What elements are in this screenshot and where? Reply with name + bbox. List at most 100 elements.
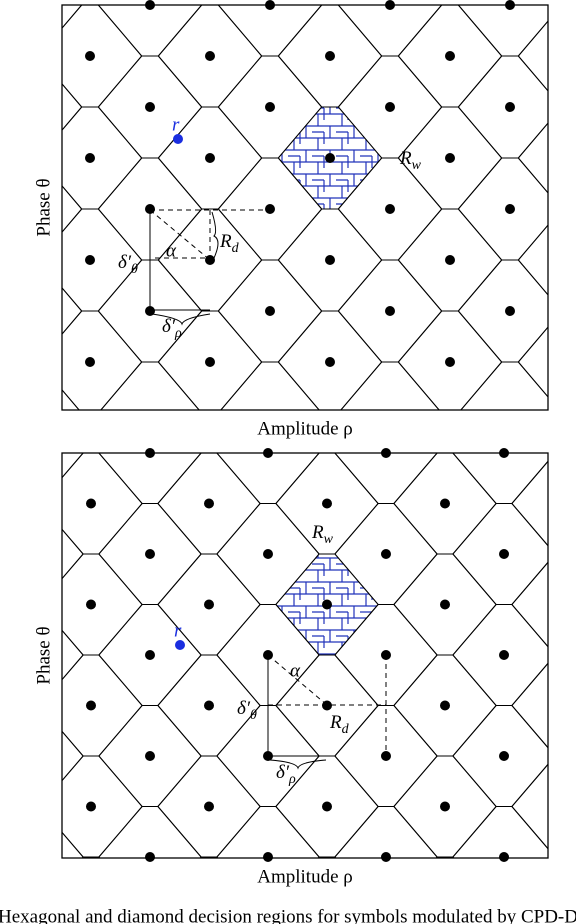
decision-cell xyxy=(62,831,84,858)
constellation-point xyxy=(385,306,395,316)
delta-rho-label: δ′ρ xyxy=(162,316,182,341)
decision-cell xyxy=(317,856,337,858)
decision-cell xyxy=(0,352,24,453)
decision-cell xyxy=(571,403,576,504)
constellation-point xyxy=(322,801,332,812)
constellation-point xyxy=(440,801,450,812)
decision-cell xyxy=(220,361,320,410)
constellation-point xyxy=(86,700,96,711)
y-axis-label: Phase θ xyxy=(33,626,54,684)
constellation-point xyxy=(145,751,155,761)
constellation-point xyxy=(385,102,395,112)
delta-theta-label-main: δ′ xyxy=(237,698,251,719)
constellation-point xyxy=(85,255,95,265)
decision-cell xyxy=(518,0,576,5)
decision-cell xyxy=(62,528,84,580)
decision-cell xyxy=(511,561,548,648)
constellation-point xyxy=(145,306,155,316)
brace xyxy=(151,313,211,326)
rd-label-sub: d xyxy=(342,722,350,737)
constellation-point xyxy=(322,599,332,610)
constellation-point xyxy=(265,102,275,112)
constellation-point xyxy=(85,51,95,61)
rw-label: Rw xyxy=(311,522,334,547)
decision-cell xyxy=(517,326,548,398)
constellation-point xyxy=(204,599,214,610)
decision-cell xyxy=(100,361,200,410)
rw-label-sub: w xyxy=(324,532,334,547)
cells xyxy=(0,352,576,858)
decision-cell xyxy=(81,856,101,858)
decision-cell xyxy=(435,856,455,858)
decision-cell xyxy=(511,460,548,547)
delta-rho-label-sub: ρ xyxy=(174,326,182,341)
constellation-point xyxy=(499,549,509,559)
constellation-point xyxy=(265,204,275,214)
rd-label: Rd xyxy=(219,231,240,256)
constellation-point xyxy=(204,700,214,711)
constellation-point xyxy=(499,852,509,862)
delta-rho-label-sub: ρ xyxy=(288,772,296,787)
alpha-label: α xyxy=(290,660,301,681)
constellation-point xyxy=(325,51,335,61)
decision-cell xyxy=(81,5,99,6)
constellation-point xyxy=(445,51,455,61)
decision-cell xyxy=(62,310,143,410)
received-label: r xyxy=(174,620,182,641)
constellation-point xyxy=(440,700,450,711)
decision-cell xyxy=(0,554,24,655)
decision-cell xyxy=(62,730,84,782)
received-label: r xyxy=(172,114,180,135)
decision-cell xyxy=(398,413,501,515)
decision-cell xyxy=(512,352,576,453)
decision-cell xyxy=(0,107,22,209)
delta-rho-label-main: δ′ xyxy=(162,316,176,337)
rd-label: Rd xyxy=(329,712,350,737)
constellation-point xyxy=(85,153,95,163)
constellation-point xyxy=(205,153,215,163)
x-axis-label: Amplitude ρ xyxy=(257,866,353,887)
constellation-point xyxy=(505,204,515,214)
decision-cell xyxy=(62,5,83,29)
delta-theta-label-main: δ′ xyxy=(118,252,132,273)
constellation-point xyxy=(322,498,332,509)
delta-theta-label: δ′θ xyxy=(118,252,138,277)
constellation-point xyxy=(205,357,215,367)
decision-cell xyxy=(321,5,339,6)
rd-label-sub: d xyxy=(232,241,240,256)
decision-cell xyxy=(460,361,548,410)
constellation-point xyxy=(325,153,335,163)
constellation-point xyxy=(445,153,455,163)
constellation-point xyxy=(85,357,95,367)
constellation-point xyxy=(265,306,275,316)
constellation-point xyxy=(385,204,395,214)
decision-cell xyxy=(0,453,24,554)
decision-cell xyxy=(518,413,576,515)
constellation-point xyxy=(505,306,515,316)
constellation-point xyxy=(145,549,155,559)
brace xyxy=(269,759,327,770)
constellation-point xyxy=(445,357,455,367)
decision-cell xyxy=(511,662,548,749)
constellation-point xyxy=(381,852,391,862)
constellation-point xyxy=(145,102,155,112)
decision-cell xyxy=(0,5,22,107)
decision-cell xyxy=(0,655,24,756)
constellation-point xyxy=(86,498,96,509)
decision-cell xyxy=(199,856,219,858)
decision-cell xyxy=(517,122,548,194)
decision-cell xyxy=(82,453,100,454)
constellation-point xyxy=(205,51,215,61)
constellation-point xyxy=(499,650,509,660)
received-point xyxy=(175,640,185,650)
rd-label-main: R xyxy=(329,712,342,733)
delta-theta-label-sub: θ xyxy=(250,708,257,723)
constellation-point xyxy=(381,549,391,559)
decision-cell xyxy=(200,453,218,454)
decision-cell xyxy=(517,224,548,296)
constellation-point xyxy=(445,255,455,265)
constellation-point xyxy=(204,498,214,509)
